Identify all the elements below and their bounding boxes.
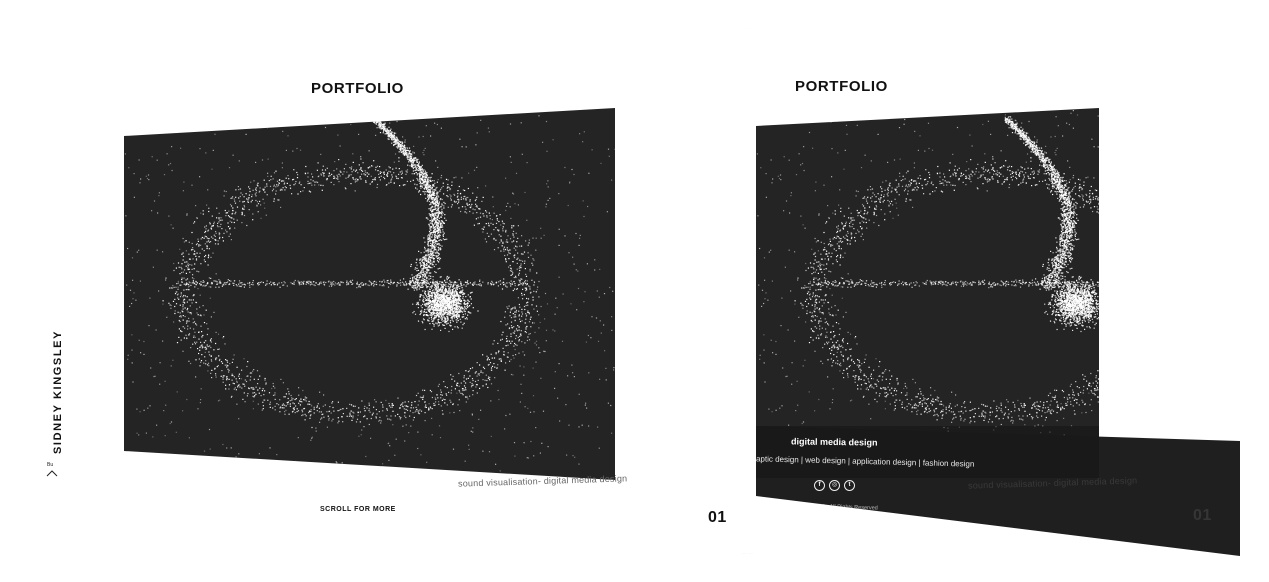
page-title: PORTFOLIO [311, 80, 404, 97]
portfolio-page-right: PORTFOLIO sound visualisation- digital m… [756, 26, 1240, 556]
portfolio-page-left: PORTFOLIO sound visualisation- digital m… [30, 28, 754, 554]
footer-overlay [756, 426, 1099, 478]
particle-image [756, 109, 1099, 479]
sound-visualisation-artwork[interactable] [756, 108, 1099, 480]
particle-image [124, 109, 615, 480]
page-number-ghost: 01 [1193, 507, 1212, 524]
nav-up-label: Bu [47, 462, 54, 468]
chevron-up-icon[interactable] [45, 468, 59, 478]
footer-heading: digital media design [790, 436, 878, 448]
social-links: f ◎ t [814, 480, 855, 491]
facebook-icon[interactable]: f [814, 480, 825, 491]
artwork-caption: sound visualisation- digital media desig… [457, 473, 628, 489]
tumblr-icon[interactable]: t [844, 480, 855, 491]
instagram-icon[interactable]: ◎ [829, 480, 840, 491]
page-title: PORTFOLIO [795, 78, 888, 95]
site-owner-name[interactable]: SIDNEY KINGSLEY [52, 329, 64, 454]
scroll-for-more-link[interactable]: SCROLL FOR MORE [320, 506, 396, 513]
sound-visualisation-artwork[interactable] [124, 108, 615, 480]
page-number: 01 [708, 509, 727, 526]
